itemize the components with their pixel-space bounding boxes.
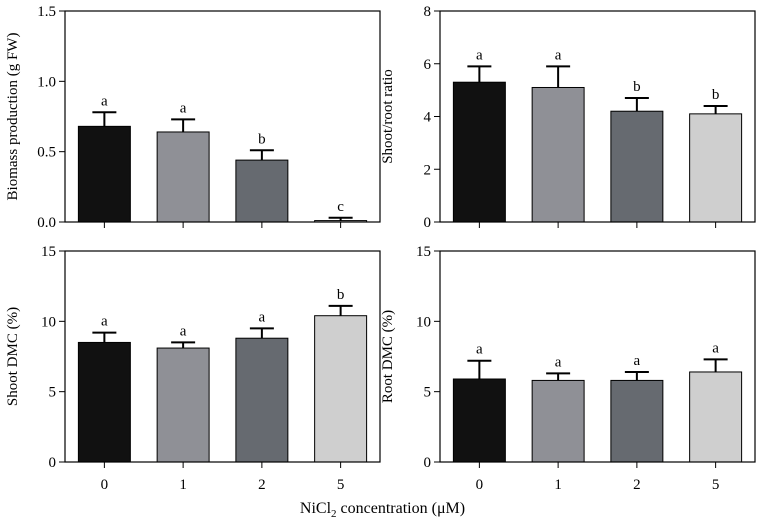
panel-bottom-left-bar-0 — [77, 341, 131, 463]
panel-top-left-bar-1 — [156, 131, 210, 223]
panel-top-right-y-tick-label-2: 4 — [424, 110, 432, 126]
panel-top-left-significance-letter-2: b — [258, 131, 266, 147]
panel-top-right-y-tick-label-0: 0 — [424, 215, 432, 231]
panel-bottom-left-significance-letter-2: a — [259, 309, 266, 325]
panel-top-right-y-tick-label-1: 2 — [424, 162, 432, 178]
panel-bottom-left-x-tick-label-2: 2 — [258, 477, 266, 493]
panel-bottom-left-significance-letter-0: a — [101, 314, 108, 330]
x-axis-title-suffix: concentration (μM) — [336, 500, 466, 517]
x-axis-title-subscript: 2 — [331, 508, 337, 521]
panel-top-right-y-tick-label-3: 6 — [424, 57, 432, 73]
panel-top-left-significance-letter-1: a — [180, 100, 187, 116]
panel-bottom-right-y-tick-label-3: 15 — [416, 244, 431, 260]
panel-top-right-bar-0 — [452, 81, 506, 223]
panel-bottom-right-x-tick-label-0: 0 — [476, 477, 484, 493]
panel-top-left-y-tick-label-0: 0.0 — [37, 215, 56, 231]
panel-bottom-right-x-tick-label-1: 1 — [554, 477, 562, 493]
panel-bottom-right-significance-letter-0: a — [476, 342, 483, 358]
x-axis-title: NiCl2 concentration (μM) — [0, 500, 765, 520]
panel-bottom-left-y-axis-label: Shoot DMC (%) — [5, 307, 21, 406]
panel-bottom-right-significance-letter-1: a — [555, 354, 562, 370]
panel-top-left-y-axis-label: Biomass production (g FW) — [5, 33, 21, 201]
panel-bottom-right-bar-0 — [452, 378, 506, 463]
panel-top-right-y-axis-label: Shoot/root ratio — [380, 69, 396, 164]
panel-bottom-right-y-axis-label: Root DMC (%) — [380, 310, 396, 403]
panel-top-left-significance-letter-3: c — [337, 199, 344, 215]
panel-top-right-significance-letter-2: b — [633, 79, 641, 95]
panel-top-left-y-tick-label-2: 1.0 — [37, 74, 56, 90]
panel-top-right-y-tick-label-4: 8 — [424, 4, 432, 20]
panel-bottom-left-y-tick-label-2: 10 — [41, 314, 56, 330]
panel-bottom-right-y-tick-label-2: 10 — [416, 314, 431, 330]
panel-top-right-bar-1 — [531, 86, 585, 223]
panel-top-right-significance-letter-0: a — [476, 47, 483, 63]
panel-top-right-significance-letter-3: b — [712, 87, 720, 103]
panel-bottom-left-bar-3 — [314, 315, 368, 463]
panel-bottom-left-significance-letter-1: a — [180, 323, 187, 339]
panel-bottom-right-bar-2 — [610, 379, 664, 463]
panel-top-left-significance-letter-0: a — [101, 93, 108, 109]
panel-bottom-left-x-tick-label-0: 0 — [101, 477, 109, 493]
panel-bottom-left-y-tick-label-3: 15 — [41, 244, 56, 260]
panel-bottom-left-x-tick-label-3: 5 — [337, 477, 345, 493]
panel-top-left-y-tick-label-3: 1.5 — [37, 4, 56, 20]
panel-bottom-left-bar-2 — [235, 337, 289, 463]
panel-top-right-bar-3 — [689, 113, 743, 223]
panel-bottom-left-significance-letter-3: b — [337, 287, 345, 303]
panel-bottom-left-y-tick-label-0: 0 — [49, 455, 57, 471]
panel-bottom-right-y-tick-label-1: 5 — [424, 385, 432, 401]
panel-top-left-bar-2 — [235, 159, 289, 223]
panel-bottom-left-bar-1 — [156, 347, 210, 463]
panel-bottom-right-bar-1 — [531, 379, 585, 463]
panel-top-right-bar-2 — [610, 110, 664, 223]
panel-bottom-left-y-tick-label-1: 5 — [49, 385, 57, 401]
panel-top-left-frame — [64, 10, 381, 223]
x-axis-title-prefix: NiCl — [299, 500, 332, 517]
panel-top-left-bar-0 — [77, 125, 131, 223]
panel-bottom-right-frame — [439, 250, 756, 463]
panel-bottom-left-x-tick-label-1: 1 — [179, 477, 187, 493]
panel-bottom-left-frame — [64, 250, 381, 463]
panel-bottom-right-significance-letter-2: a — [634, 353, 641, 369]
panel-bottom-right-significance-letter-3: a — [712, 340, 719, 356]
panel-bottom-right-x-tick-label-2: 2 — [633, 477, 641, 493]
panel-top-left-y-tick-label-1: 0.5 — [37, 145, 56, 161]
panel-top-right-significance-letter-1: a — [555, 47, 562, 63]
panel-bottom-right-x-tick-label-3: 5 — [712, 477, 720, 493]
panel-bottom-right-y-tick-label-0: 0 — [424, 455, 432, 471]
panel-bottom-right-bar-3 — [689, 371, 743, 463]
